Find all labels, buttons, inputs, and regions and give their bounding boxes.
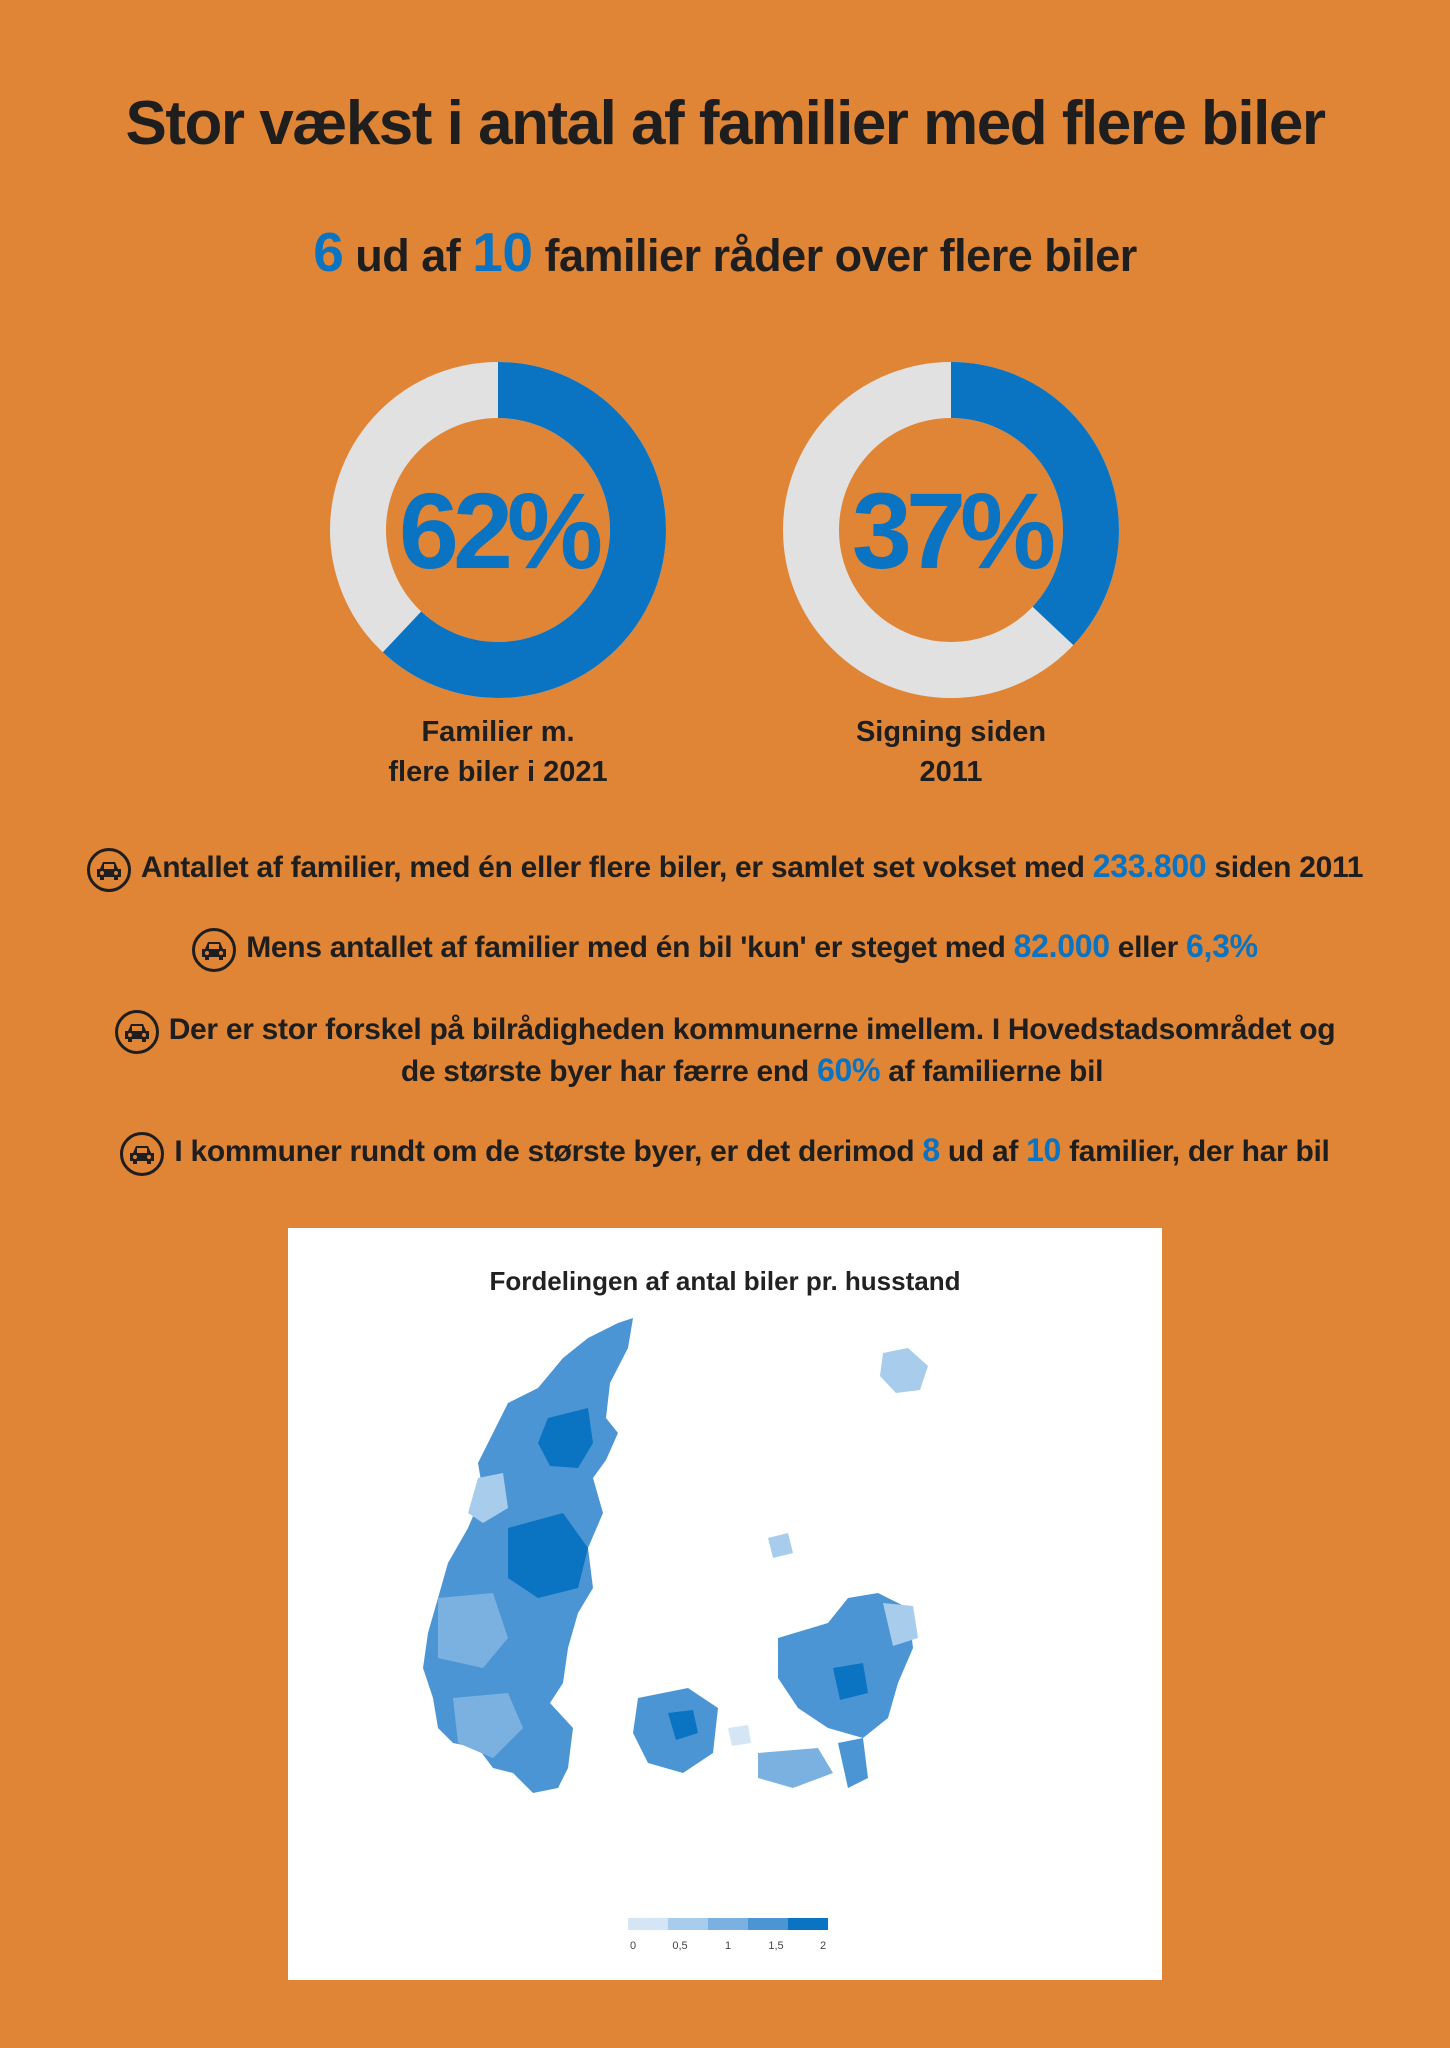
- fact-line-1: Antallet af familier, med én eller flere…: [0, 848, 1450, 892]
- fact-text: Antallet af familier, med én eller flere…: [140, 848, 1364, 885]
- denmark-choropleth-map: [423, 1318, 928, 1793]
- map-region-zealand-south: [833, 1663, 868, 1700]
- donut-svg: [783, 362, 1119, 698]
- subtitle: 6 ud af 10 familier råder over flere bil…: [0, 220, 1450, 284]
- map-panel: Fordelingen af antal biler pr. husstand …: [288, 1228, 1162, 1980]
- map-region-bornholm: [880, 1348, 928, 1393]
- fact-text: I kommuner rundt om de største byer, er …: [174, 1132, 1329, 1169]
- fact-text-a: I kommuner rundt om de største byer, er …: [174, 1135, 923, 1168]
- fact-highlight: 8: [922, 1132, 940, 1168]
- fact-highlight: 60%: [817, 1052, 881, 1088]
- fact-line-2: Mens antallet af familier med én bil 'ku…: [0, 928, 1450, 972]
- map-region-north: [538, 1408, 593, 1468]
- subtitle-text-2: familier råder over flere biler: [532, 230, 1137, 281]
- legend-swatch: [748, 1918, 788, 1930]
- map-region-lolland: [758, 1748, 833, 1788]
- donut-label-growth: Signing siden 2011: [781, 712, 1121, 792]
- map-region-light: [468, 1473, 508, 1523]
- fact-text-a: Mens antallet af familier med én bil 'ku…: [246, 931, 1014, 964]
- donut-label-line2: 2011: [919, 756, 983, 788]
- donut-percent: 37%: [851, 469, 1056, 591]
- fact-text-b: eller: [1109, 931, 1186, 964]
- fact-text: Mens antallet af familier med én bil 'ku…: [246, 928, 1258, 965]
- fact-line-4: I kommuner rundt om de største byer, er …: [0, 1132, 1450, 1176]
- legend-swatch: [628, 1918, 668, 1930]
- legend-swatch: [788, 1918, 828, 1930]
- donut-percent: 62%: [398, 469, 603, 591]
- map-region-south: [453, 1693, 523, 1758]
- fact-highlight-2: 6,3%: [1186, 928, 1258, 964]
- subtitle-number-10: 10: [472, 221, 533, 283]
- donut-chart-growth: 37%: [781, 360, 1121, 700]
- car-icon: [192, 928, 237, 972]
- map-region-zealand: [778, 1593, 913, 1738]
- donut-label-2021: Familier m. flere biler i 2021: [328, 712, 668, 792]
- donut-label-line2: flere biler i 2021: [388, 756, 608, 788]
- fact-text-b: siden 2011: [1206, 851, 1364, 884]
- fact-text-b: af familierne bil: [880, 1055, 1104, 1088]
- fact-text-a: Antallet af familier, med én eller flere…: [140, 851, 1093, 884]
- map-legend: 0 0,5 1 1,5 2: [628, 1918, 828, 1958]
- map-region-central: [508, 1513, 588, 1598]
- map-region-falster: [838, 1738, 868, 1788]
- donut-arc: [330, 362, 666, 698]
- legend-swatch: [708, 1918, 748, 1930]
- donut-arc: [783, 362, 1119, 698]
- legend-tick: 1,5: [768, 1940, 784, 1952]
- fact-text-a: de største byer har færre end: [400, 1055, 817, 1088]
- fact-text-line1: Der er stor forskel på bilrådigheden kom…: [168, 1013, 1336, 1046]
- legend-colorbar: [628, 1918, 828, 1930]
- fact-text-line2: de største byer har færre end 60% af fam…: [169, 1050, 1336, 1092]
- map-region-west: [438, 1593, 508, 1668]
- donut-label-line1: Signing siden: [855, 716, 1047, 748]
- legend-tick: 1: [724, 1940, 732, 1952]
- donut-label-line1: Familier m.: [421, 716, 575, 748]
- map-region-capital: [883, 1603, 918, 1646]
- fact-highlight: 233.800: [1092, 848, 1207, 884]
- fact-text: Der er stor forskel på bilrådigheden kom…: [169, 1010, 1336, 1092]
- car-icon: [120, 1132, 165, 1176]
- fact-text-c: familier, der har bil: [1061, 1135, 1330, 1168]
- subtitle-number-6: 6: [313, 221, 344, 283]
- legend-tick: 2: [819, 1940, 827, 1952]
- car-icon: [114, 1010, 159, 1054]
- donut-chart-2021: 62%: [328, 360, 668, 700]
- page-title: Stor vækst i antal af familier med flere…: [125, 89, 1326, 158]
- legend-tick: 0: [629, 1940, 637, 1952]
- fact-highlight: 82.000: [1013, 928, 1110, 964]
- map-region-island: [768, 1533, 793, 1558]
- fact-text-b: ud af: [939, 1135, 1027, 1168]
- car-icon: [86, 848, 131, 892]
- subtitle-text: ud af: [343, 230, 473, 281]
- donut-svg: [330, 362, 666, 698]
- fact-highlight-2: 10: [1026, 1132, 1062, 1168]
- map-region-island: [728, 1725, 751, 1746]
- fact-line-3: Der er stor forskel på bilrådigheden kom…: [0, 1010, 1450, 1092]
- map-title: Fordelingen af antal biler pr. husstand: [489, 1266, 961, 1296]
- map-region-odense: [668, 1710, 698, 1740]
- legend-swatch: [668, 1918, 708, 1930]
- legend-tick: 0,5: [672, 1940, 688, 1952]
